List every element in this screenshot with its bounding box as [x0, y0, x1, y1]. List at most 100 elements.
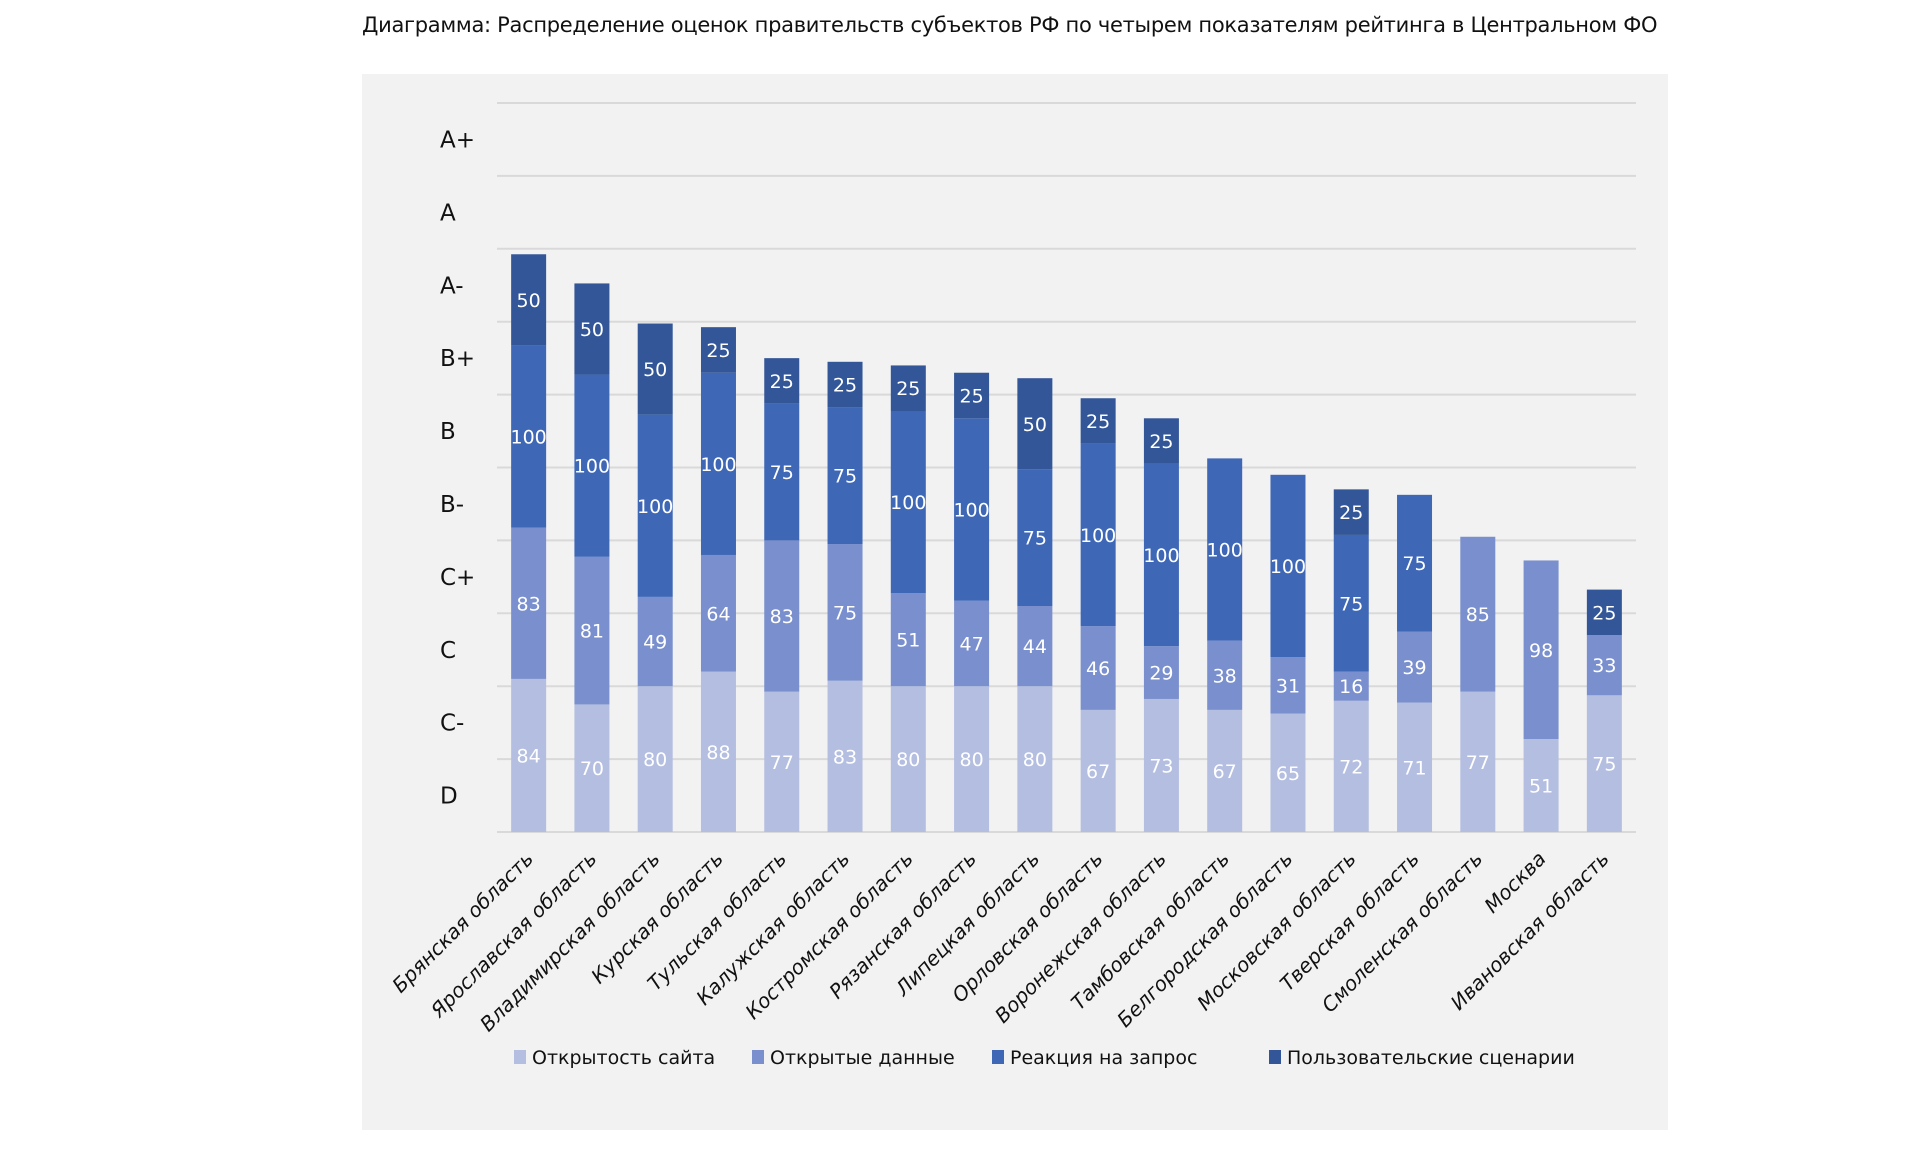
data-label: 31	[1276, 675, 1300, 697]
bar-segment	[574, 556, 610, 705]
bar-segment	[1017, 686, 1053, 832]
bar-segment	[890, 686, 926, 832]
legend: Открытость сайта Открытые данные Реакция н…	[514, 1047, 1575, 1069]
bar-segment	[700, 554, 736, 672]
data-label: 75	[1023, 528, 1047, 550]
data-label: 29	[1149, 663, 1173, 685]
data-label: 75	[833, 602, 857, 624]
bar-segment	[637, 596, 673, 687]
data-label: 84	[517, 745, 541, 767]
data-label: 80	[643, 749, 667, 771]
bar-segment	[764, 358, 800, 404]
y-grade-label: C+	[440, 565, 475, 591]
data-label: 33	[1592, 655, 1616, 677]
y-grade-label: C	[440, 638, 456, 664]
legend-swatch-icon	[1269, 1050, 1281, 1064]
bar-segment	[1333, 489, 1369, 535]
bar-stack: 71 39 75	[1397, 494, 1433, 832]
data-label: 51	[1529, 776, 1553, 798]
bar-segment	[827, 544, 863, 681]
bar-stack: 75 33 25	[1586, 589, 1622, 832]
bar-segment	[574, 704, 610, 832]
y-axis-grade-labels: D C- C C+ B- B B+ A- A A+	[440, 127, 475, 809]
bar-segment	[764, 691, 800, 832]
bar-segment	[764, 540, 800, 692]
legend-swatch-icon	[514, 1050, 526, 1064]
data-label: 47	[959, 633, 983, 655]
data-label: 25	[770, 371, 794, 393]
bar-segment	[574, 374, 610, 557]
data-label: 73	[1149, 755, 1173, 777]
bar-segment	[1270, 474, 1306, 658]
data-label: 77	[770, 752, 794, 774]
data-label: 44	[1023, 636, 1047, 658]
bar-segment	[1586, 695, 1622, 832]
bar-segment	[511, 345, 547, 528]
bar-stack: 83 75 75 25	[827, 361, 863, 832]
legend-item: Открытые данные	[752, 1047, 955, 1069]
data-label: 25	[1086, 411, 1110, 433]
bar-segment	[1143, 698, 1179, 832]
bar-segment	[511, 527, 547, 679]
y-grade-label: D	[440, 784, 458, 810]
data-label: 16	[1339, 676, 1363, 698]
data-label: 100	[700, 454, 736, 476]
chart-title: Диаграмма: Распределение оценок правител…	[362, 13, 1658, 37]
bar-segment	[1143, 463, 1179, 647]
bars: 84 83 100 50 70 81 100 50 80 49 100 50 88 64 100 25 77 83…	[511, 254, 1622, 832]
bar-segment	[1397, 631, 1433, 703]
bar-stack: 80 49 100 50	[637, 323, 673, 832]
data-label: 100	[574, 456, 610, 478]
y-grade-label: A	[440, 200, 456, 226]
data-label: 100	[1080, 525, 1116, 547]
bar-segment	[1333, 671, 1369, 701]
data-label: 25	[896, 378, 920, 400]
bar-segment	[1207, 640, 1243, 710]
data-label: 25	[1592, 602, 1616, 624]
bar-segment	[700, 372, 736, 555]
data-label: 64	[706, 603, 730, 625]
data-label: 50	[1023, 414, 1047, 436]
data-label: 100	[1270, 556, 1306, 578]
legend-item: Открытость сайта	[514, 1047, 715, 1069]
bar-segment	[1397, 702, 1433, 832]
data-label: 88	[706, 742, 730, 764]
bar-stack: 77 85	[1460, 536, 1496, 832]
data-label: 83	[833, 746, 857, 768]
bar-segment	[954, 600, 990, 687]
data-label: 25	[1339, 502, 1363, 524]
bar-segment	[1080, 709, 1116, 832]
chart-panel: D C- C C+ B- B B+ A- A A+ 84 83 100 50 70 81 100 50 80 49 1…	[362, 74, 1668, 1130]
bar-segment	[827, 680, 863, 832]
bar-segment	[1080, 626, 1116, 710]
data-label: 25	[833, 375, 857, 397]
bar-segment	[1523, 739, 1559, 832]
bar-segment	[954, 686, 990, 832]
data-label: 39	[1402, 657, 1426, 679]
bar-segment	[637, 323, 673, 415]
bar-segment	[890, 365, 926, 412]
data-label: 65	[1276, 763, 1300, 785]
bar-segment	[700, 671, 736, 832]
bar-segment	[1080, 443, 1116, 627]
data-label: 46	[1086, 658, 1110, 680]
data-label: 85	[1466, 604, 1490, 626]
data-label: 83	[770, 606, 794, 628]
bar-segment	[637, 686, 673, 832]
data-label: 75	[1339, 593, 1363, 615]
data-label: 80	[1023, 749, 1047, 771]
y-grade-label: A+	[440, 127, 475, 153]
bar-stack: 67 38 100	[1207, 458, 1243, 832]
bar-segment	[1460, 536, 1496, 692]
bar-segment	[954, 372, 990, 419]
y-grade-label: B	[440, 419, 456, 445]
gridlines	[497, 102, 1636, 833]
bar-segment	[1333, 700, 1369, 832]
bar-segment	[890, 593, 926, 687]
bar-segment	[1586, 635, 1622, 696]
data-label: 67	[1213, 761, 1237, 783]
data-label: 50	[517, 290, 541, 312]
data-label: 75	[1402, 553, 1426, 575]
data-label: 50	[580, 319, 604, 341]
